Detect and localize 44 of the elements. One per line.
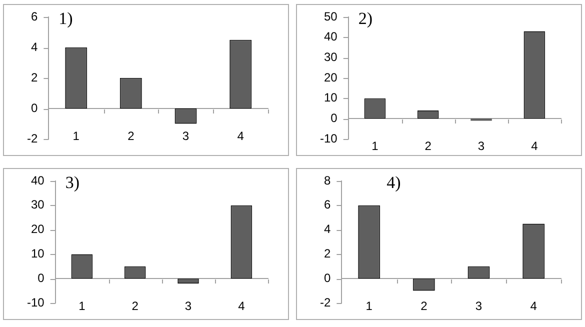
chart-title: 4)	[386, 173, 401, 193]
x-tick-label: 3	[182, 129, 190, 144]
x-tick-label: 2	[132, 299, 139, 314]
y-tick-label: 10	[30, 246, 45, 261]
y-tick-label: 50	[324, 9, 338, 24]
y-tick-label: 10	[324, 90, 338, 105]
x-tick-label: 4	[531, 139, 538, 154]
y-tick-label: 2	[324, 246, 331, 261]
y-tick-label: 40	[324, 30, 338, 44]
y-tick-label: 4	[30, 40, 38, 54]
x-tick-label: 1	[366, 299, 373, 314]
x-tick-label: 2	[128, 129, 135, 144]
y-tick-label: 6	[324, 198, 331, 212]
y-tick-label: 30	[30, 198, 45, 212]
y-tick-label: 20	[324, 70, 338, 84]
y-tick-label: -10	[320, 131, 338, 146]
x-tick-label: 3	[475, 299, 482, 314]
y-tick-label: -2	[320, 295, 331, 310]
x-tick-label: 2	[420, 299, 428, 314]
x-tick-label: 3	[184, 299, 192, 314]
y-tick-label: 30	[324, 50, 338, 64]
y-tick-label: 6	[30, 9, 38, 24]
y-tick-label: 20	[30, 222, 45, 236]
y-tick-label: -2	[27, 131, 38, 146]
x-tick-label: 1	[72, 129, 80, 144]
x-tick-label: 4	[530, 299, 538, 314]
y-tick-label: -10	[27, 295, 45, 310]
x-tick-label: 4	[238, 299, 246, 314]
chart-title: 1)	[58, 9, 73, 29]
x-tick-label: 1	[372, 139, 379, 154]
y-tick-label: 0	[324, 270, 331, 285]
y-tick-label: 0	[30, 100, 38, 115]
chart-title: 3)	[65, 173, 80, 193]
y-tick-label: 8	[324, 173, 331, 188]
x-tick-label: 2	[424, 139, 432, 154]
y-tick-label: 40	[30, 173, 45, 188]
chart-title: 2)	[358, 9, 373, 29]
y-tick-label: 4	[324, 222, 331, 236]
x-tick-label: 1	[78, 299, 86, 314]
y-tick-label: 0	[330, 110, 338, 125]
x-tick-label: 3	[478, 139, 485, 154]
y-tick-label: 2	[30, 70, 38, 84]
y-tick-label: 0	[38, 270, 45, 285]
x-tick-label: 4	[237, 129, 244, 144]
